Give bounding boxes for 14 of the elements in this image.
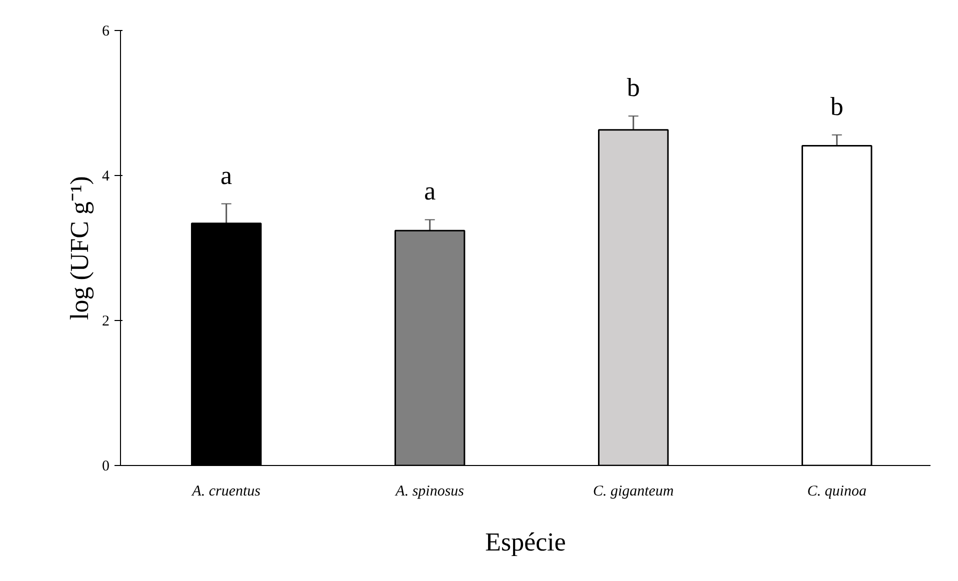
x-tick-label: C. quinoa xyxy=(807,484,866,500)
x-tick-label: C. giganteum xyxy=(592,484,674,500)
y-tick-label: 2 xyxy=(102,314,110,330)
x-tick-label: A. spinosus xyxy=(394,484,464,500)
annotation: a xyxy=(220,160,233,190)
x-axis-title: Espécie xyxy=(485,528,566,556)
annotation: b xyxy=(830,92,844,121)
y-tick-label: 0 xyxy=(102,458,110,474)
annotation: b xyxy=(626,73,640,102)
annotation: a xyxy=(424,176,436,206)
y-tick-label: 4 xyxy=(102,168,110,184)
y-tick-label: 6 xyxy=(102,24,110,40)
x-tick-label: A. cruentus xyxy=(191,484,261,500)
y-axis-title: log (UFC g⁻¹) xyxy=(65,176,94,320)
